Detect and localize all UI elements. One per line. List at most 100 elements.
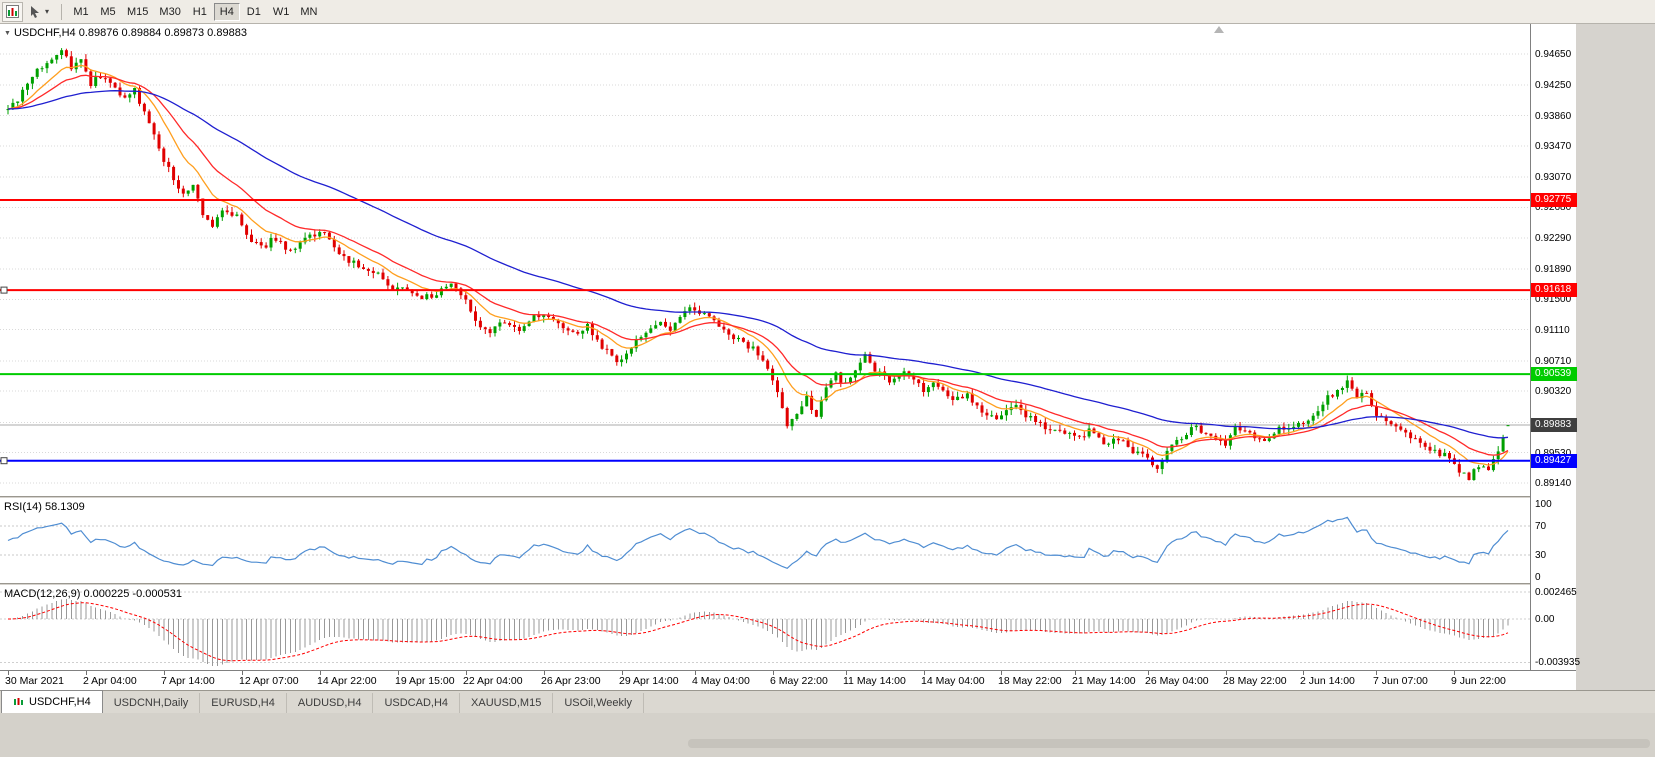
current-price-tag: 0.89883 xyxy=(1531,418,1577,432)
price-axis-label: 0.91110 xyxy=(1535,325,1570,336)
chart-shift-marker-icon xyxy=(1214,26,1224,33)
time-axis[interactable]: 30 Mar 2021 2 Apr 04:00 7 Apr 14:00 12 Apr … xyxy=(0,670,1576,690)
tab-label: USDCNH,Daily xyxy=(113,697,189,709)
moving-average-line xyxy=(7,90,1509,439)
chart-title-text: USDCHF,H4 0.89876 0.89884 0.89873 0.8988… xyxy=(13,27,247,39)
price-scale[interactable]: 0.94650 0.94250 0.93860 0.93470 0.93070 0.926… xyxy=(1530,24,1580,670)
toolbar: ▾ M1 M5 M15 M30 H1 H4 D1 W1 MN xyxy=(0,0,1655,24)
time-tick-mark xyxy=(846,671,847,675)
chart-window-button[interactable] xyxy=(2,1,23,22)
chart-tabs: USDCHF,H4 USDCNH,Daily EURUSD,H4 AUDUSD,H4 U… xyxy=(0,690,1655,713)
tab-label: USOil,Weekly xyxy=(564,697,632,709)
tab-label: AUDUSD,H4 xyxy=(297,697,362,709)
time-axis-label: 26 Apr 23:00 xyxy=(541,675,601,687)
time-axis-label: 11 May 14:00 xyxy=(843,675,906,687)
level-price-tag: 0.92775 xyxy=(1531,193,1577,207)
chart-region: ▼ USDCHF,H4 0.89876 0.89884 0.89873 0.89… xyxy=(0,24,1580,690)
tab-usdcnh-daily[interactable]: USDCNH,Daily xyxy=(103,693,201,713)
time-tick-mark xyxy=(924,671,925,675)
chart-window-icon xyxy=(6,5,19,18)
rsi-label: RSI(14) 58.1309 xyxy=(4,501,85,513)
time-tick-mark xyxy=(695,671,696,675)
level-price-tag: 0.90539 xyxy=(1531,367,1577,381)
title-marker-icon: ▼ xyxy=(4,29,11,37)
timeframe-button-h4[interactable]: H4 xyxy=(213,2,240,21)
timeframe-button-mn[interactable]: MN xyxy=(300,5,318,18)
dropdown-caret-icon: ▾ xyxy=(45,6,50,16)
time-tick-mark xyxy=(1226,671,1227,675)
time-tick-mark xyxy=(1376,671,1377,675)
time-axis-label: 12 Apr 07:00 xyxy=(239,675,299,687)
price-axis-label: 0.94650 xyxy=(1535,49,1572,60)
rsi-axis-label: 70 xyxy=(1535,521,1547,532)
time-axis-label: 26 May 04:00 xyxy=(1145,675,1209,687)
pointer-tool-icon xyxy=(31,5,39,18)
level-price-tag: 0.89427 xyxy=(1531,454,1577,468)
panel-separator-macd[interactable] xyxy=(0,583,1576,585)
chart-tab-icon xyxy=(13,697,24,707)
time-axis-label: 7 Jun 07:00 xyxy=(1373,675,1428,687)
moving-average-line xyxy=(7,64,1509,466)
time-tick-mark xyxy=(622,671,623,675)
time-axis-label: 28 May 22:00 xyxy=(1223,675,1287,687)
price-axis-label: 0.91500 xyxy=(1535,294,1572,305)
tab-xauusd-m15[interactable]: XAUUSD,M15 xyxy=(460,693,554,713)
timeframe-button-w1[interactable]: W1 xyxy=(272,5,290,18)
tab-usdcad-h4[interactable]: USDCAD,H4 xyxy=(373,693,461,713)
price-axis-label: 0.94250 xyxy=(1535,80,1572,91)
candlestick-plot[interactable] xyxy=(0,24,1530,496)
time-tick-mark xyxy=(1148,671,1149,675)
macd-plot[interactable] xyxy=(0,585,1530,670)
price-axis-label: 0.93860 xyxy=(1535,111,1572,122)
bottom-area xyxy=(0,713,1655,757)
time-axis-label: 2 Apr 04:00 xyxy=(83,675,137,687)
tab-usdchf-h4[interactable]: USDCHF,H4 xyxy=(1,690,103,713)
moving-average-line xyxy=(7,74,1509,456)
tab-label: EURUSD,H4 xyxy=(211,697,275,709)
time-axis-label: 14 May 04:00 xyxy=(921,675,985,687)
timeframe-buttons: M1 M5 M15 M30 H1 H4 D1 W1 MN xyxy=(68,2,322,21)
price-axis-label: 0.89140 xyxy=(1535,478,1572,489)
time-tick-mark xyxy=(1454,671,1455,675)
timeframe-button-d1[interactable]: D1 xyxy=(246,5,261,18)
time-axis-label: 29 Apr 14:00 xyxy=(619,675,679,687)
macd-axis-label: 0.002465 xyxy=(1535,587,1577,598)
tab-usoil-weekly[interactable]: USOil,Weekly xyxy=(553,693,644,713)
time-tick-mark xyxy=(544,671,545,675)
timeframe-button-m30[interactable]: M30 xyxy=(159,5,181,18)
tab-audusd-h4[interactable]: AUDUSD,H4 xyxy=(287,693,374,713)
plot-stack: ▼ USDCHF,H4 0.89876 0.89884 0.89873 0.89… xyxy=(0,24,1576,690)
time-tick-mark xyxy=(398,671,399,675)
toolbar-separator xyxy=(61,3,63,20)
time-tick-mark xyxy=(773,671,774,675)
time-axis-label: 14 Apr 22:00 xyxy=(317,675,377,687)
time-tick-mark xyxy=(1075,671,1076,675)
price-axis-label: 0.93470 xyxy=(1535,141,1572,152)
time-tick-mark xyxy=(164,671,165,675)
tab-label: USDCAD,H4 xyxy=(384,697,449,709)
macd-axis-label: 0.00 xyxy=(1535,614,1555,625)
chart-title: ▼ USDCHF,H4 0.89876 0.89884 0.89873 0.89… xyxy=(4,27,247,39)
time-tick-mark xyxy=(1001,671,1002,675)
panel-separator-rsi[interactable] xyxy=(0,496,1576,498)
time-tick-mark xyxy=(466,671,467,675)
price-axis-label: 0.91890 xyxy=(1535,264,1572,275)
line-handle xyxy=(0,457,8,465)
price-axis-label: 0.92680 xyxy=(1535,202,1572,213)
timeframe-button-m15[interactable]: M15 xyxy=(127,5,149,18)
horizontal-scrollbar[interactable] xyxy=(688,739,1650,748)
timeframe-button-h1[interactable]: H1 xyxy=(192,5,207,18)
macd-axis-label: -0.003935 xyxy=(1535,657,1581,668)
tab-eurusd-h4[interactable]: EURUSD,H4 xyxy=(200,693,287,713)
price-axis-label: 0.90320 xyxy=(1535,386,1572,397)
rsi-line xyxy=(7,516,1509,569)
rsi-axis-label: 100 xyxy=(1535,499,1552,510)
pointer-tool-button[interactable]: ▾ xyxy=(25,2,53,22)
rsi-plot[interactable] xyxy=(0,498,1530,583)
time-axis-label: 19 Apr 15:00 xyxy=(395,675,455,687)
tab-label: XAUUSD,M15 xyxy=(471,697,542,709)
timeframe-button-m1[interactable]: M1 xyxy=(73,5,89,18)
timeframe-button-m5[interactable]: M5 xyxy=(100,5,116,18)
time-axis-label: 18 May 22:00 xyxy=(998,675,1062,687)
